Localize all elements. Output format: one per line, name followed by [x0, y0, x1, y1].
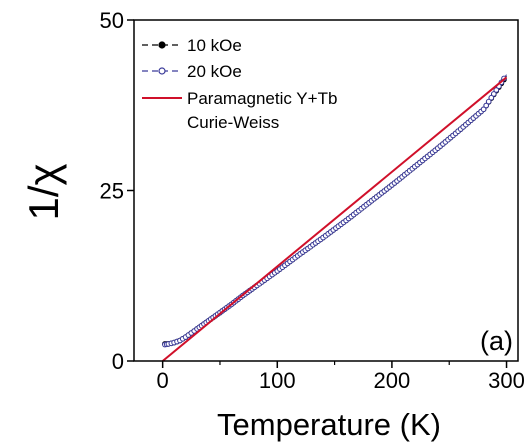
x-tick-label: 0	[157, 368, 169, 393]
legend-label: Paramagnetic Y+Tb	[187, 89, 337, 108]
ticks-layer: 0 100 200 300 0 25 50	[100, 8, 525, 393]
x-tick-label: 200	[374, 368, 411, 393]
legend-swatch-marker	[158, 41, 166, 49]
legend-item: 10 kOe	[142, 36, 242, 55]
x-tick-label: 300	[488, 368, 525, 393]
y-tick-label: 50	[100, 8, 124, 33]
series-3	[162, 76, 508, 361]
y-axis-title: 1/χ	[20, 163, 67, 220]
series-line	[162, 76, 508, 361]
data-point	[491, 91, 497, 97]
data-point	[493, 87, 500, 93]
x-axis-title: Temperature (K)	[217, 407, 441, 442]
legend-item: Paramagnetic Y+Tb Curie-Weiss	[142, 89, 337, 132]
data-point	[480, 106, 487, 113]
legend-swatch-marker	[158, 67, 166, 75]
x-tick-label: 100	[259, 368, 296, 393]
data-point	[483, 102, 490, 109]
y-tick-label: 25	[100, 179, 124, 204]
data-point	[485, 98, 492, 105]
series-layer	[162, 74, 508, 361]
legend-label: 20 kOe	[187, 62, 242, 81]
legend-item: 20 kOe	[142, 62, 242, 81]
legend-label-line2: Curie-Weiss	[187, 113, 279, 132]
panel-label: (a)	[480, 326, 513, 356]
legend-label: 10 kOe	[187, 36, 242, 55]
legend: 10 kOe 20 kOe Paramagnetic Y+Tb Curie-Weiss	[142, 36, 337, 132]
y-tick-label: 0	[112, 349, 124, 374]
data-point	[488, 94, 495, 101]
